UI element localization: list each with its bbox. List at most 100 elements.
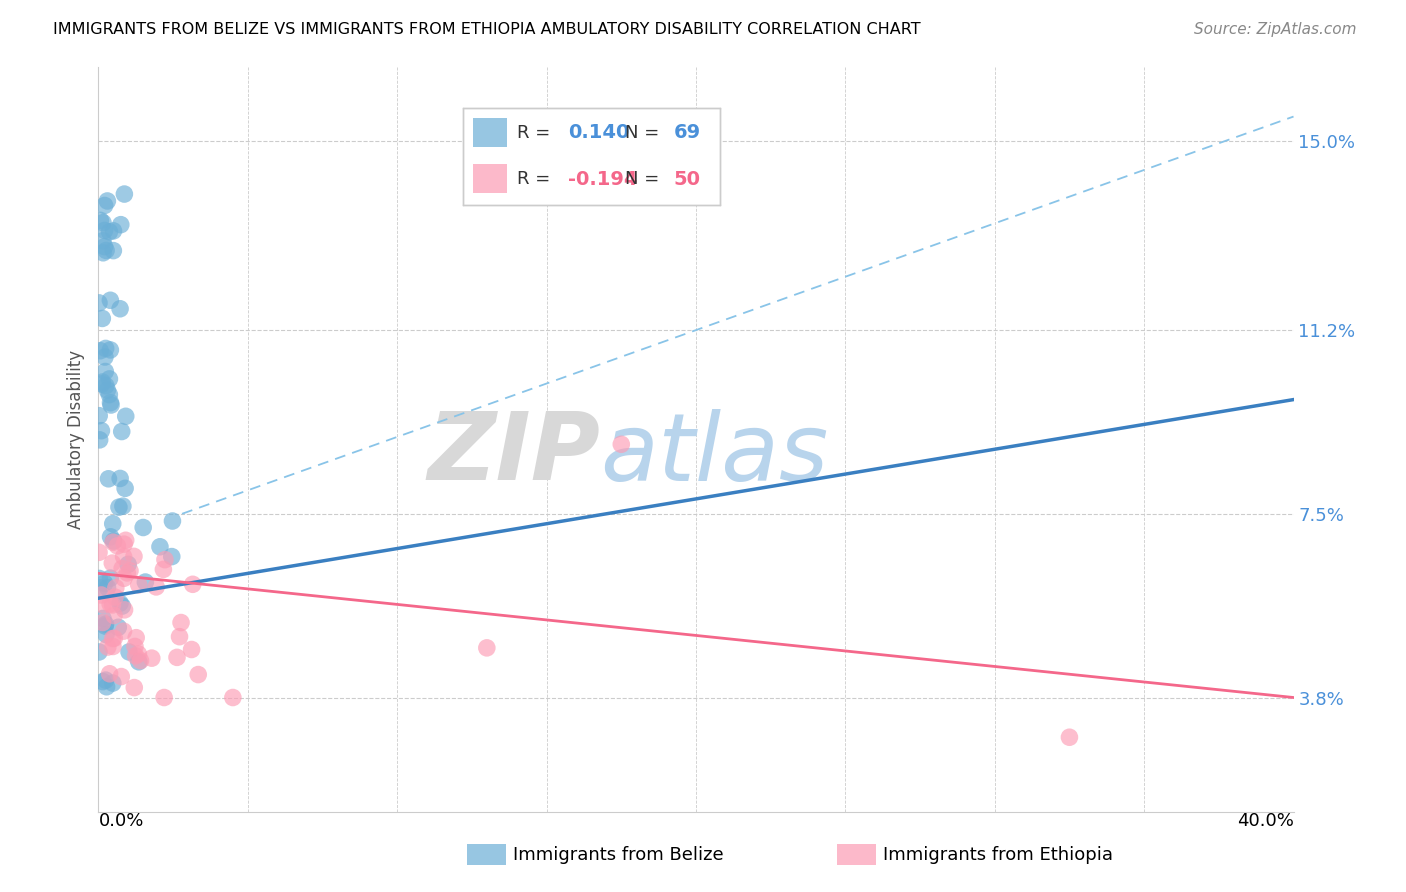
Point: [98, 225, 121, 239]
Point: [153, 552, 176, 566]
Point: [103, 632, 125, 646]
Point: [128, 578, 150, 592]
Point: [108, 500, 131, 515]
Point: [1059, 730, 1081, 744]
Point: [134, 575, 156, 590]
Point: [112, 549, 135, 564]
Point: [128, 655, 150, 669]
Point: [100, 571, 122, 585]
Point: [103, 224, 125, 238]
Text: Source: ZipAtlas.com: Source: ZipAtlas.com: [1194, 22, 1357, 37]
Point: [104, 590, 127, 604]
Point: [105, 539, 128, 553]
Point: [98, 666, 121, 681]
Point: [107, 620, 129, 634]
Point: [94, 364, 117, 378]
Point: [170, 615, 193, 630]
Point: [87, 645, 110, 659]
Point: [94, 673, 117, 687]
Point: [91, 245, 114, 260]
Point: [101, 598, 124, 612]
Point: [91, 674, 114, 689]
Point: [125, 631, 148, 645]
Point: [101, 632, 124, 646]
Point: [91, 615, 114, 630]
Point: [94, 378, 117, 392]
Point: [101, 556, 124, 570]
Point: [169, 630, 191, 644]
Point: [101, 535, 124, 549]
Point: [162, 514, 184, 528]
Point: [117, 566, 139, 580]
Point: [124, 648, 146, 663]
Point: [96, 194, 118, 208]
Point: [103, 244, 125, 258]
Point: [87, 296, 110, 310]
Point: [98, 372, 121, 386]
Point: [94, 350, 117, 364]
Point: [187, 667, 209, 681]
Point: [114, 533, 136, 548]
Point: [112, 624, 135, 639]
Point: [110, 218, 132, 232]
Point: [112, 187, 135, 202]
Point: [91, 598, 114, 612]
Point: [93, 198, 115, 212]
Point: [181, 577, 204, 591]
Point: [89, 213, 111, 227]
Point: [93, 240, 115, 254]
Point: [91, 611, 114, 625]
Text: 0.0%: 0.0%: [98, 812, 143, 830]
Point: [96, 383, 118, 397]
Y-axis label: Ambulatory Disability: Ambulatory Disability: [67, 350, 86, 529]
Point: [124, 640, 146, 654]
Point: [94, 342, 117, 356]
Text: atlas: atlas: [600, 409, 828, 500]
Point: [118, 645, 141, 659]
Point: [94, 619, 117, 633]
Point: [118, 564, 141, 578]
Point: [152, 562, 174, 576]
Point: [166, 650, 188, 665]
Point: [112, 571, 135, 585]
Text: ZIP: ZIP: [427, 409, 600, 500]
Point: [110, 669, 132, 683]
Text: IMMIGRANTS FROM BELIZE VS IMMIGRANTS FROM ETHIOPIA AMBULATORY DISABILITY CORRELA: IMMIGRANTS FROM BELIZE VS IMMIGRANTS FRO…: [53, 22, 921, 37]
Point: [89, 571, 111, 585]
Point: [94, 627, 117, 641]
Point: [93, 223, 115, 237]
Point: [101, 516, 124, 531]
Point: [475, 640, 498, 655]
Point: [112, 537, 135, 551]
Point: [100, 398, 122, 412]
Point: [87, 545, 110, 559]
Point: [94, 244, 117, 258]
Point: [96, 581, 118, 595]
Point: [111, 499, 134, 513]
Point: [180, 642, 202, 657]
Text: 40.0%: 40.0%: [1237, 812, 1294, 830]
Point: [103, 608, 125, 623]
Point: [100, 395, 122, 409]
Point: [104, 581, 127, 595]
Point: [111, 425, 134, 439]
Point: [100, 530, 122, 544]
Point: [108, 471, 131, 485]
Point: [111, 561, 134, 575]
Point: [96, 680, 118, 694]
Text: Immigrants from Belize: Immigrants from Belize: [513, 846, 724, 863]
Point: [90, 376, 112, 391]
Point: [141, 651, 163, 665]
Point: [122, 549, 145, 564]
Point: [103, 533, 125, 548]
Point: [149, 540, 172, 554]
Point: [91, 311, 114, 326]
Point: [610, 437, 633, 451]
Point: [98, 293, 122, 308]
Point: [98, 387, 121, 401]
Point: [124, 681, 146, 695]
Point: [101, 676, 124, 690]
Point: [111, 599, 134, 613]
Text: Immigrants from Ethiopia: Immigrants from Ethiopia: [883, 846, 1114, 863]
Point: [97, 472, 120, 486]
